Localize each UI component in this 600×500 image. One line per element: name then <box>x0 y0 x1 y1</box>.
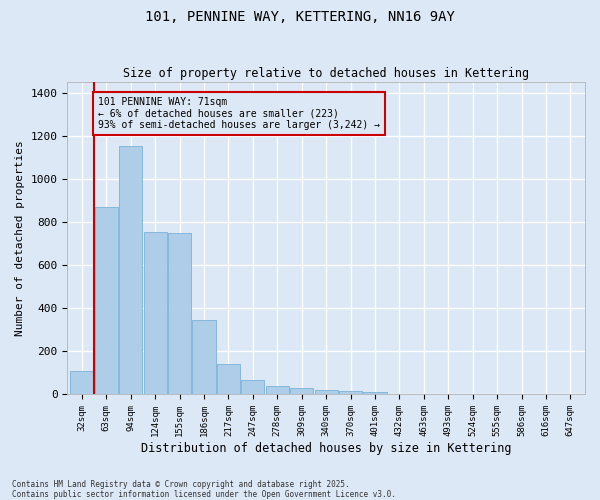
Bar <box>339 391 362 394</box>
Bar <box>168 233 191 394</box>
Bar <box>290 388 313 394</box>
Bar <box>266 386 289 394</box>
Bar <box>143 232 167 394</box>
Bar <box>193 320 215 394</box>
Bar <box>364 392 386 394</box>
Text: 101, PENNINE WAY, KETTERING, NN16 9AY: 101, PENNINE WAY, KETTERING, NN16 9AY <box>145 10 455 24</box>
Bar <box>217 364 240 394</box>
Y-axis label: Number of detached properties: Number of detached properties <box>15 140 25 336</box>
Title: Size of property relative to detached houses in Kettering: Size of property relative to detached ho… <box>123 66 529 80</box>
Text: Contains HM Land Registry data © Crown copyright and database right 2025.
Contai: Contains HM Land Registry data © Crown c… <box>12 480 396 499</box>
Bar <box>119 146 142 394</box>
Bar <box>241 380 265 394</box>
Bar <box>314 390 338 394</box>
Bar <box>95 207 118 394</box>
X-axis label: Distribution of detached houses by size in Kettering: Distribution of detached houses by size … <box>141 442 511 455</box>
Bar <box>70 372 94 394</box>
Text: 101 PENNINE WAY: 71sqm
← 6% of detached houses are smaller (223)
93% of semi-det: 101 PENNINE WAY: 71sqm ← 6% of detached … <box>98 97 380 130</box>
